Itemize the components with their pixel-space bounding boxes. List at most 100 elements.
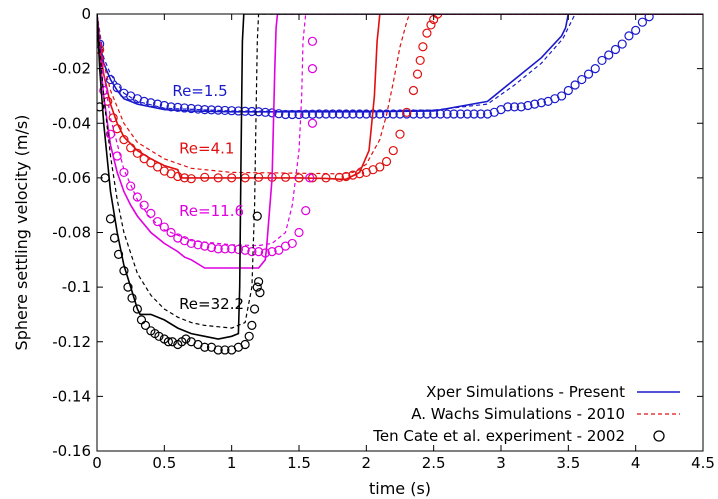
experiment-point-re-11-6 (159, 222, 169, 232)
experiment-point-re-1-5 (570, 80, 580, 90)
tick-layer: 0 0.5 1 1.5 2 2.5 3 3.5 4 4.5 0 -0.02 -0.04 -0.06 -0.0… (52, 5, 715, 472)
experiment-point-re-11-6 (240, 245, 250, 255)
experiment-point-re-1-5 (482, 109, 493, 119)
experiment-point-re-1-5 (186, 103, 196, 114)
series-layer (97, 14, 703, 355)
experiment-point-re-4-1 (341, 171, 351, 182)
experiment-point-re-1-5 (173, 102, 183, 113)
experiment-point-re-11-6 (132, 192, 142, 202)
experiment-point-re-11-6 (119, 167, 129, 178)
legend-label: A. Wachs Simulations - 2010 (411, 405, 625, 423)
experiment-point-re-1-5 (637, 17, 648, 27)
experiment-point-re-1-5 (260, 107, 270, 117)
experiment-point-re-1-5 (206, 105, 217, 115)
experiment-point-re-1-5 (200, 104, 210, 115)
experiment-point-re-32-2 (113, 249, 124, 259)
experiment-point-re-1-5 (597, 55, 607, 66)
legend: Xper Simulations - Present A. Wachs Simul… (372, 383, 680, 445)
experiment-point-re-1-5 (348, 109, 358, 119)
experiment-point-re-32-2 (220, 345, 230, 355)
experiment-point-re-4-1 (126, 143, 136, 153)
experiment-point-re-32-2 (123, 282, 133, 292)
experiment-point-re-1-5 (415, 109, 425, 119)
experiment-point-re-11-6 (247, 247, 257, 257)
experiment-point-re-1-5 (556, 91, 567, 101)
experiment-point-re-32-2 (254, 277, 264, 287)
experiment-point-re-11-6 (267, 247, 277, 257)
experiment-point-re-1-5 (361, 109, 371, 119)
reference-line-re-11-6 (97, 14, 703, 247)
experiment-point-re-4-1 (381, 156, 392, 167)
present-line-re-32-2 (97, 14, 703, 340)
reynolds-label: Re=4.1 (179, 139, 234, 157)
experiment-point-re-4-1 (395, 129, 405, 139)
experiment-point-re-1-5 (301, 109, 311, 119)
x-tick-label: 2.5 (422, 454, 446, 472)
experiment-point-re-1-5 (449, 109, 459, 119)
experiment-point-re-1-5 (530, 99, 540, 109)
y-tick-label: -0.08 (52, 224, 91, 242)
experiment-point-re-11-6 (139, 200, 149, 210)
experiment-point-re-1-5 (462, 109, 472, 119)
experiment-point-re-11-6 (233, 244, 243, 255)
experiment-point-re-1-5 (442, 109, 452, 119)
experiment-point-re-32-2 (167, 337, 178, 347)
experiment-point-re-4-1 (375, 162, 385, 172)
experiment-point-re-11-6 (105, 129, 116, 139)
experiment-point-re-1-5 (227, 106, 237, 116)
experiment-point-re-1-5 (422, 109, 432, 119)
legend-swatch-circle (653, 430, 665, 442)
experiment-point-re-32-2 (213, 345, 223, 355)
x-tick-label: 3 (496, 454, 506, 472)
experiment-point-re-1-5 (536, 98, 547, 108)
x-tick-label: 3.5 (556, 454, 580, 472)
experiment-point-re-11-6 (112, 151, 122, 161)
experiment-point-re-1-5 (509, 102, 520, 112)
experiment-point-re-1-5 (631, 25, 641, 35)
experiment-point-re-4-1 (355, 169, 365, 179)
experiment-point-re-32-2 (244, 331, 254, 341)
experiment-point-re-11-6 (220, 244, 230, 254)
experiment-point-re-1-5 (112, 83, 122, 93)
experiment-point-re-1-5 (179, 103, 190, 113)
experiment-point-re-11-6 (146, 208, 156, 218)
x-tick-label: 4 (631, 454, 641, 472)
experiment-point-re-1-5 (469, 109, 479, 119)
experiment-point-re-11-6 (307, 118, 318, 128)
experiment-point-re-32-2 (249, 304, 260, 314)
experiment-point-re-32-2 (140, 320, 151, 330)
experiment-point-re-1-5 (516, 102, 526, 112)
experiment-point-re-1-5 (321, 109, 331, 119)
experiment-point-re-1-5 (328, 109, 338, 119)
experiment-point-re-4-1 (433, 14, 443, 19)
experiment-point-re-1-5 (590, 64, 600, 74)
reynolds-label: Re=1.5 (172, 82, 227, 100)
experiment-point-re-11-6 (254, 247, 264, 257)
experiment-point-re-1-5 (583, 69, 594, 79)
experiment-point-re-11-6 (166, 227, 176, 238)
experiment-point-re-32-2 (247, 320, 257, 330)
experiment-point-re-1-5 (146, 98, 156, 108)
y-tick-label: -0.06 (52, 169, 91, 187)
experiment-point-re-1-5 (408, 109, 419, 119)
experiment-point-re-1-5 (476, 109, 486, 119)
experiment-point-re-1-5 (254, 107, 264, 117)
experiment-point-re-4-1 (108, 113, 118, 123)
experiment-point-re-1-5 (193, 104, 203, 114)
experiment-point-re-11-6 (287, 238, 297, 249)
experiment-point-re-11-6 (307, 64, 318, 74)
experiment-point-re-4-1 (173, 171, 183, 182)
x-tick-label: 0 (92, 454, 102, 472)
y-axis-title: Sphere settling velocity (m/s) (12, 115, 31, 351)
experiment-point-re-1-5 (233, 106, 243, 116)
y-tick-label: -0.14 (52, 387, 91, 405)
experiment-point-re-32-2 (136, 315, 147, 325)
y-tick-label: -0.16 (52, 442, 91, 460)
experiment-point-re-32-2 (163, 337, 173, 347)
experiment-point-re-1-5 (220, 105, 230, 116)
experiment-point-re-1-5 (355, 109, 365, 119)
experiment-point-re-1-5 (395, 109, 405, 119)
experiment-point-re-1-5 (577, 74, 587, 85)
experiment-point-re-4-1 (186, 174, 196, 184)
